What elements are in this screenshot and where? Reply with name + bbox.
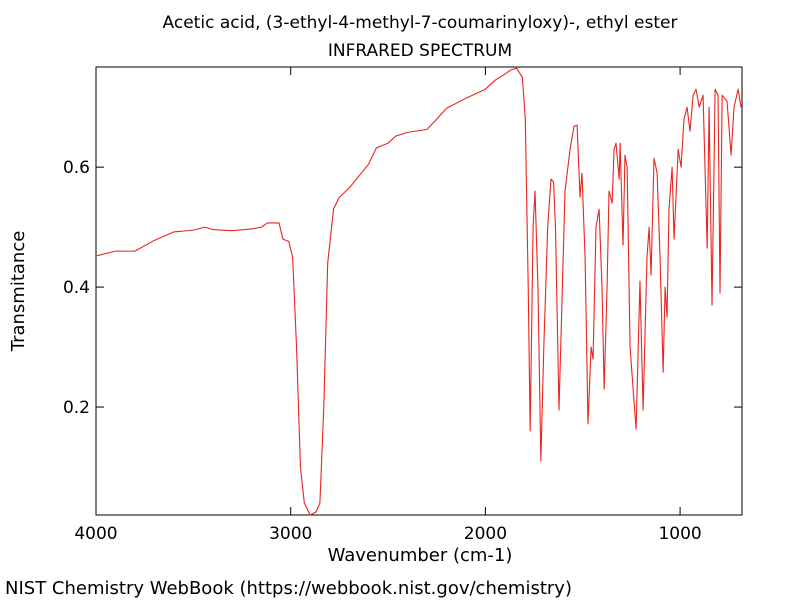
x-tick-label: 2000	[464, 524, 507, 544]
x-tick-label: 4000	[74, 524, 117, 544]
x-tick-label: 1000	[658, 524, 701, 544]
y-axis-label: Transmitance	[8, 231, 29, 353]
y-tick-label: 0.4	[63, 278, 90, 298]
plot-frame	[95, 66, 743, 516]
y-tick-label: 0.6	[63, 158, 90, 178]
chart-subtitle: INFRARED SPECTRUM	[328, 41, 512, 61]
chart-title: Acetic acid, (3-ethyl-4-methyl-7-coumari…	[163, 13, 678, 33]
x-axis-label: Wavenumber (cm-1)	[328, 545, 513, 566]
footer: NIST Chemistry WebBook (https://webbook.…	[5, 578, 572, 599]
y-tick-label: 0.2	[63, 398, 90, 418]
x-tick-label: 3000	[269, 524, 312, 544]
spectrum-line	[95, 67, 742, 516]
